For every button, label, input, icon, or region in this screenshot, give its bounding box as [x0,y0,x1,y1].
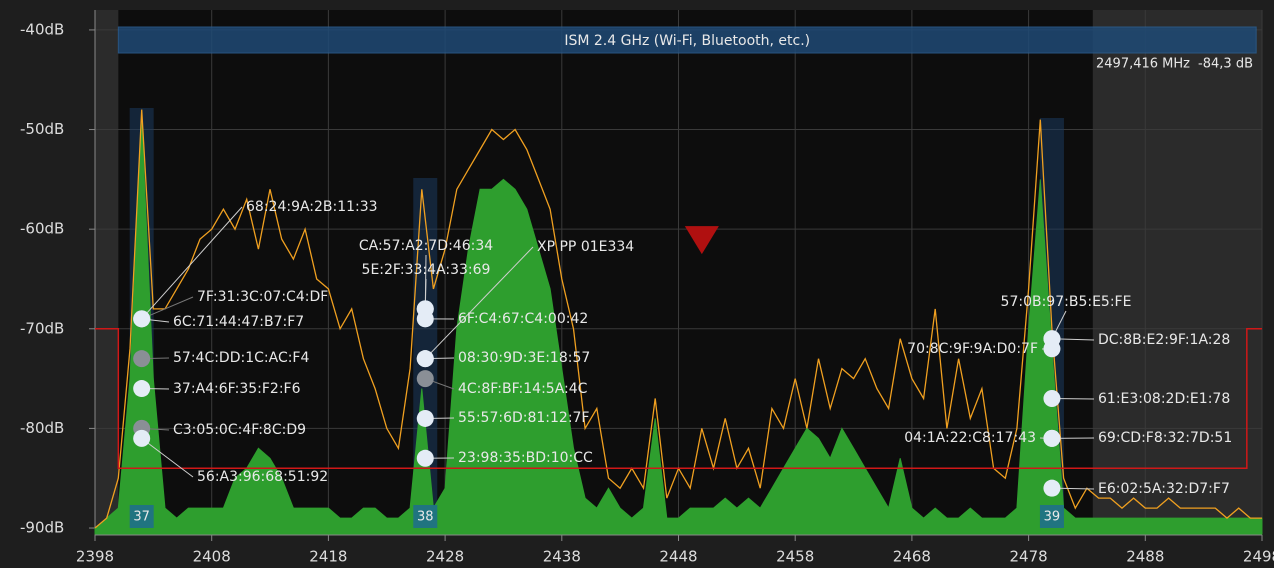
x-tick-label: 2448 [659,548,697,566]
device-label: 55:57:6D:81:12:7F [458,410,590,426]
device-label: 57:4C:DD:1C:AC:F4 [173,350,309,366]
device-label: 6C:71:44:47:B7:F7 [173,314,304,330]
device-label: 57:0B:97:B5:E5:FE [1001,294,1132,310]
current-area [94,119,1263,535]
y-tick-label: -80dB [20,419,64,437]
device-label: C3:05:0C:4F:8C:D9 [173,422,306,438]
device-label: CA:57:A2:7D:46:34 [359,238,493,254]
threshold-mask [95,328,1262,470]
device-dot [1043,340,1061,358]
y-tick-label: -70dB [20,319,64,337]
leader-line [141,437,194,478]
x-tick-label: 2478 [1010,548,1048,566]
plot-active [118,10,1093,535]
device-label: 5E:2F:33:4A:33:69 [362,262,491,278]
device-label: 04:1A:22:C8:17:43 [904,430,1036,446]
device-label: 61:E3:08:2D:E1:78 [1098,391,1230,407]
device-dot [133,310,151,328]
device-label: 4C:8F:BF:14:5A:4C [458,381,588,397]
x-tick-label: 2428 [426,548,464,566]
band-label: ISM 2.4 GHz (Wi-Fi, Bluetooth, etc.) [564,33,810,49]
x-tick-label: 2408 [193,548,231,566]
channel-label: 37 [133,510,150,525]
marker [684,226,719,255]
device-label: 7F:31:3C:07:C4:DF [197,289,328,305]
y-tick-label: -40dB [20,20,64,38]
readout-level: -84,3 dB [1198,57,1253,72]
x-tick-label: 2458 [776,548,814,566]
device-label: 70:8C:9F:9A:D0:7F [907,341,1038,357]
x-tick-label: 2438 [543,548,581,566]
device-label: E6:02:5A:32:D7:F7 [1098,481,1230,497]
device-dot [1043,390,1061,408]
leader-line [141,206,243,320]
readout-frequency: 2497,416 MHz [1096,57,1190,72]
device-label: 37:A4:6F:35:F2:F6 [173,381,301,397]
device-dot [133,429,151,447]
device-dot [416,409,434,427]
device-dot [133,380,151,398]
band-bar [117,26,1257,54]
x-tick-label: 2398 [76,548,114,566]
x-tick-label: 2418 [309,548,347,566]
device-dot [416,310,434,328]
channel-label: 38 [417,510,434,525]
device-label: 6F:C4:67:C4:00:42 [458,311,588,327]
device-label: 08:30:9D:3E:18:57 [458,350,590,366]
device-label: 56:A3:96:68:51:92 [197,469,328,485]
channel-badge [1039,505,1064,528]
leader-line [141,296,194,320]
y-tick-label: -50dB [20,120,64,138]
device-label: 23:98:35:BD:10:CC [458,450,593,466]
channel-badge [413,505,438,528]
device-dot [133,350,151,368]
device-dot [416,350,434,368]
device-label: 68:24:9A:2B:11:33 [246,199,378,215]
device-label: XP PP 01E334 [537,239,634,255]
device-dot [416,370,434,388]
leader-line [424,246,534,360]
x-tick-label: 2498 [1243,548,1274,566]
device-label: DC:8B:E2:9F:1A:28 [1098,332,1230,348]
x-tick-label: 2488 [1126,548,1164,566]
channel-badge [129,505,154,528]
y-tick-label: -60dB [20,220,64,238]
device-dot [1043,479,1061,497]
device-dot [416,449,434,467]
device-label: 69:CD:F8:32:7D:51 [1098,430,1232,446]
y-tick-label: -90dB [20,519,64,537]
channel-label: 39 [1044,510,1061,525]
device-dot [1043,429,1061,447]
x-tick-label: 2468 [893,548,931,566]
